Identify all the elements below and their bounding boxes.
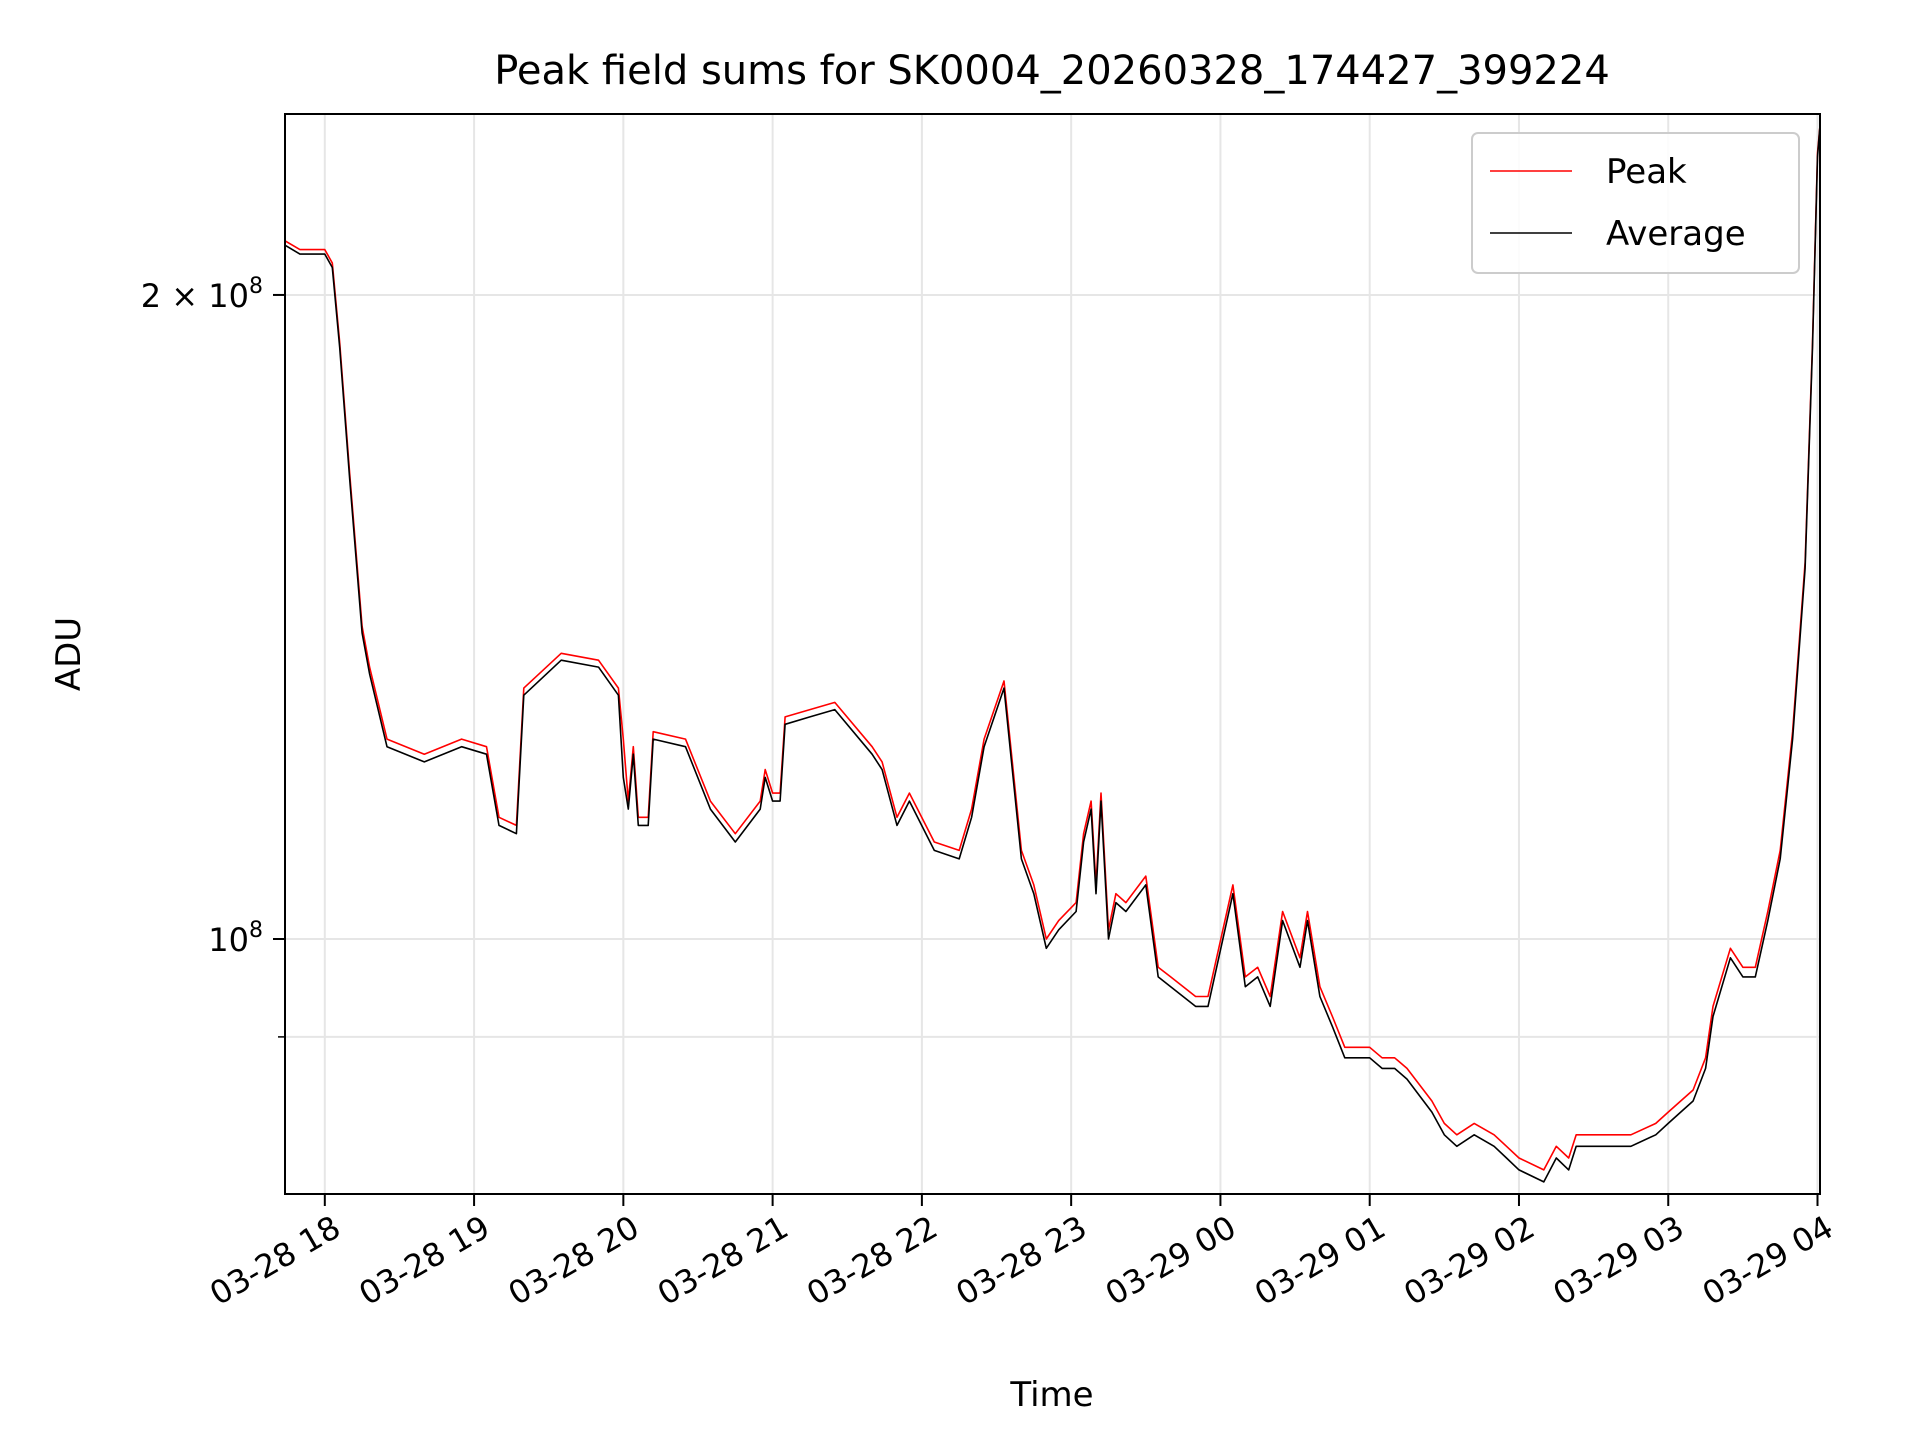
plot-frame: [284, 113, 1821, 1195]
grid: [285, 114, 1820, 1194]
series-line-average: [285, 125, 1820, 1183]
legend: Peak Average: [1471, 132, 1800, 274]
series-group: [285, 125, 1820, 1183]
legend-label-peak: Peak: [1606, 152, 1687, 192]
legend-label-average: Average: [1606, 214, 1746, 254]
x-axis-label: Time: [1009, 1375, 1093, 1415]
y-tick-label: 108: [208, 918, 263, 959]
chart-title: Peak field sums for SK0004_20260328_1744…: [494, 48, 1610, 94]
y-axis: 108 2 × 108: [141, 274, 285, 1038]
y-tick-label: 2 × 108: [141, 274, 263, 315]
y-axis-label: ADU: [49, 617, 89, 691]
legend-frame: [1471, 132, 1800, 274]
